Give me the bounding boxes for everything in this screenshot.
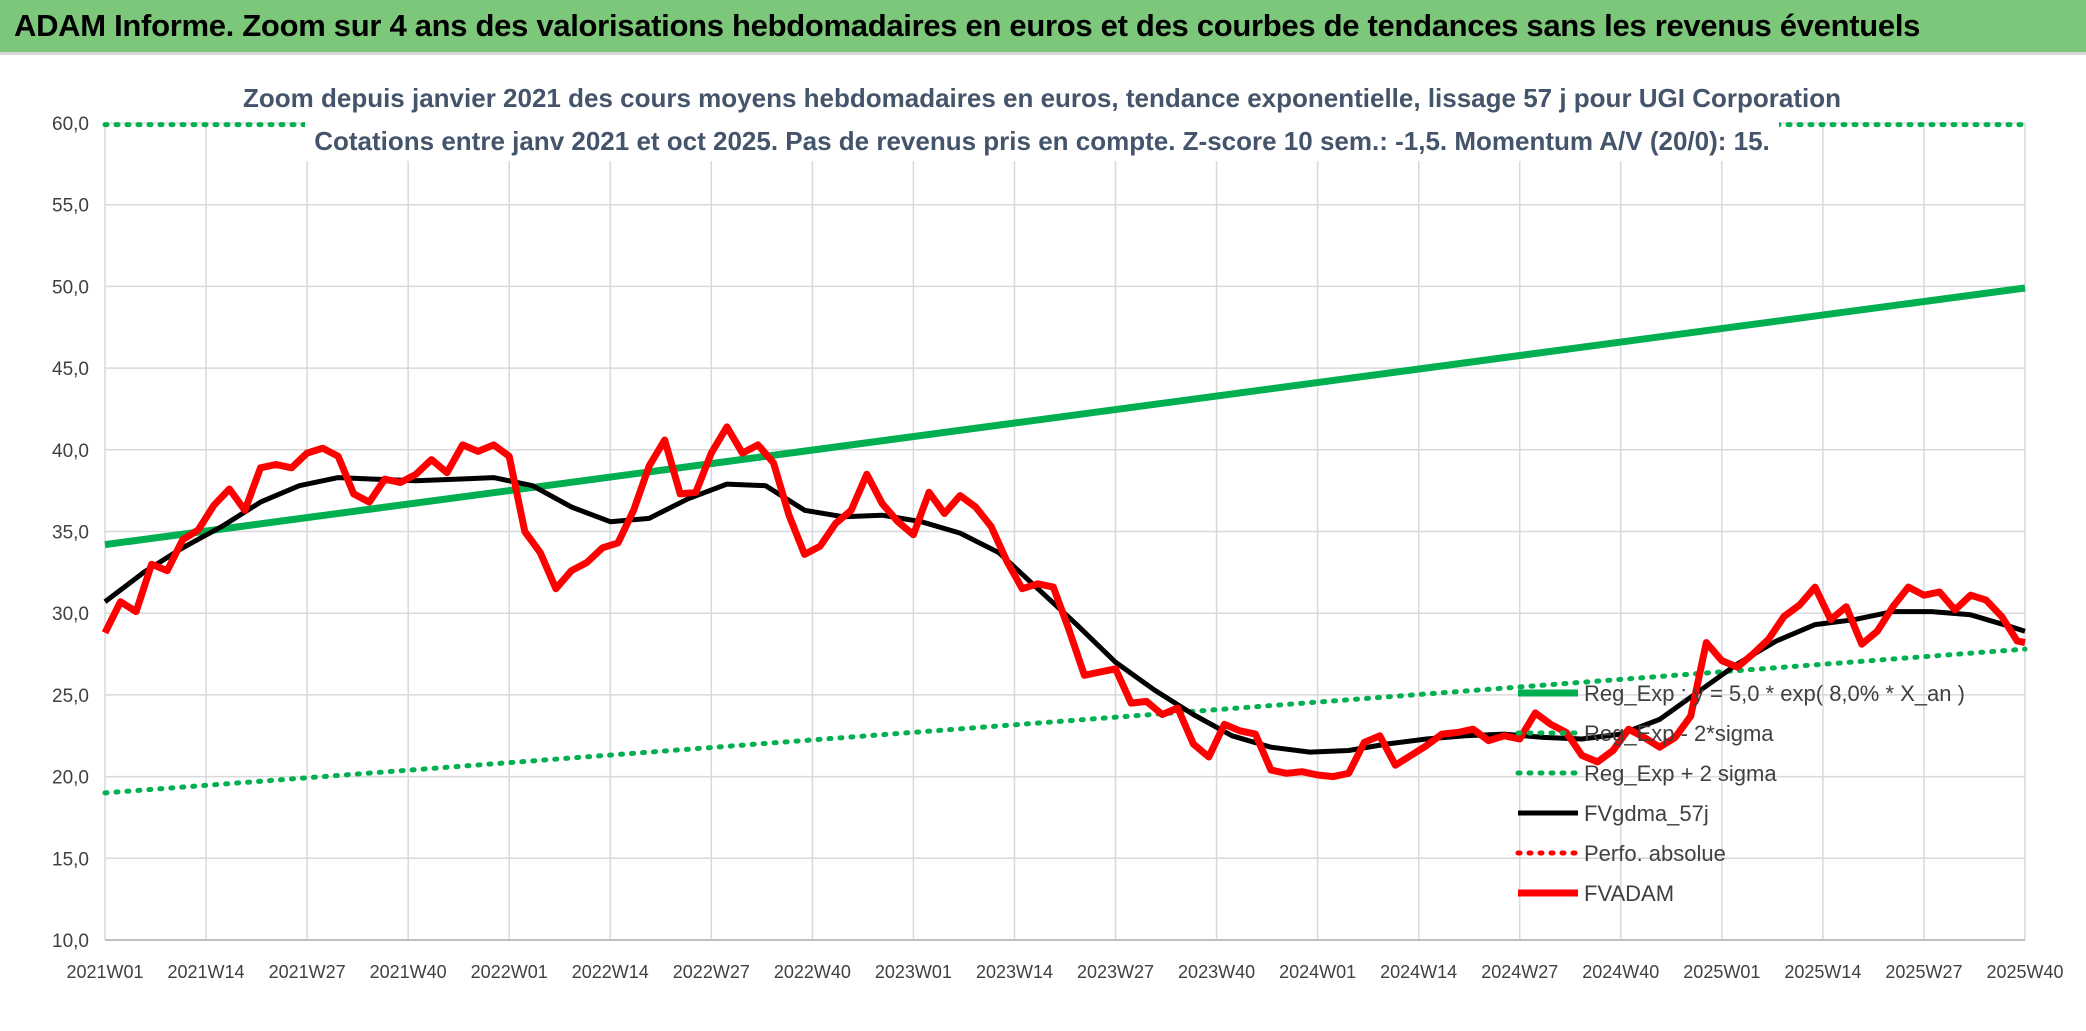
chart-area: 10,0 15,0 20,0 25,0 30,0 35,0 40,0 45,0 50,0 55,0… [0,55,2086,1031]
y-tick-label: 30,0 [52,604,89,625]
y-tick-label: 40,0 [52,441,89,462]
x-tick-label: 2025W01 [1683,962,1760,982]
series-fvgdma-57j-legend-label: FVgdma_57j [1584,801,1709,826]
chart-title-line1: Zoom depuis janvier 2021 des cours moyen… [243,83,1841,113]
y-tick-label: 15,0 [52,849,89,870]
x-tick-label: 2022W01 [471,962,548,982]
x-tick-label: 2024W14 [1380,962,1457,982]
series-reg-exp-plus-2sigma-legend-label: Reg_Exp + 2 sigma [1584,761,1777,786]
series-layer [101,77,2028,796]
axis-layer: 10,0 15,0 20,0 25,0 30,0 35,0 40,0 45,0 50,0 55,0… [52,114,2064,982]
y-tick-label: 60,0 [52,114,89,135]
series-reg-exp [104,284,2026,549]
x-tick-label: 2022W40 [774,962,851,982]
x-tick-label: 2025W27 [1885,962,1962,982]
x-tick-label: 2024W01 [1279,962,1356,982]
line-chart: 10,0 15,0 20,0 25,0 30,0 35,0 40,0 45,0 50,0 55,0… [52,77,2064,982]
x-tick-label: 2022W14 [572,962,649,982]
series-reg-exp-legend-label: Reg_Exp : y = 5,0 * exp( 8,0% * X_an ) [1584,681,1965,706]
x-tick-label: 2021W40 [370,962,447,982]
series-perfo-absolue-legend-label: Perfo. absolue [1584,841,1726,866]
series-reg-exp-minus-2sigma-legend-label: Reg_Exp - 2*sigma [1584,721,1774,746]
x-tick-label: 2021W27 [269,962,346,982]
x-tick-label: 2024W40 [1582,962,1659,982]
y-tick-label: 25,0 [52,686,89,707]
y-tick-label: 10,0 [52,931,89,952]
legend: Reg_Exp : y = 5,0 * exp( 8,0% * X_an ) Re… [1515,681,1965,906]
y-tick-label: 35,0 [52,523,89,544]
y-tick-label: 20,0 [52,768,89,789]
x-tick-label: 2024W27 [1481,962,1558,982]
y-tick-label: 45,0 [52,359,89,380]
x-tick-label: 2021W01 [66,962,143,982]
x-tick-label: 2022W27 [673,962,750,982]
y-tick-label: 50,0 [52,277,89,298]
x-tick-label: 2023W14 [976,962,1053,982]
series-fvadam [101,423,2026,781]
report-title: ADAM Informe. Zoom sur 4 ans des valoris… [14,8,1921,43]
x-tick-label: 2023W27 [1077,962,1154,982]
x-tick-label: 2023W40 [1178,962,1255,982]
series-fvgdma-57j [103,475,2026,755]
grid-layer [104,122,2026,941]
x-tick-label: 2025W40 [1986,962,2063,982]
x-tick-label: 2021W14 [168,962,245,982]
x-tick-label: 2023W01 [875,962,952,982]
x-tick-label: 2025W14 [1784,962,1861,982]
title-backdrop [305,119,1779,161]
chart-title-line2: Cotations entre janv 2021 et oct 2025. P… [314,126,1770,156]
report-banner: ADAM Informe. Zoom sur 4 ans des valoris… [0,0,2086,55]
series-fvadam-legend-label: FVADAM [1584,881,1674,906]
y-tick-label: 55,0 [52,196,89,217]
series-reg-exp-minus-2sigma [102,646,2028,796]
title-backdrop [305,77,1779,119]
